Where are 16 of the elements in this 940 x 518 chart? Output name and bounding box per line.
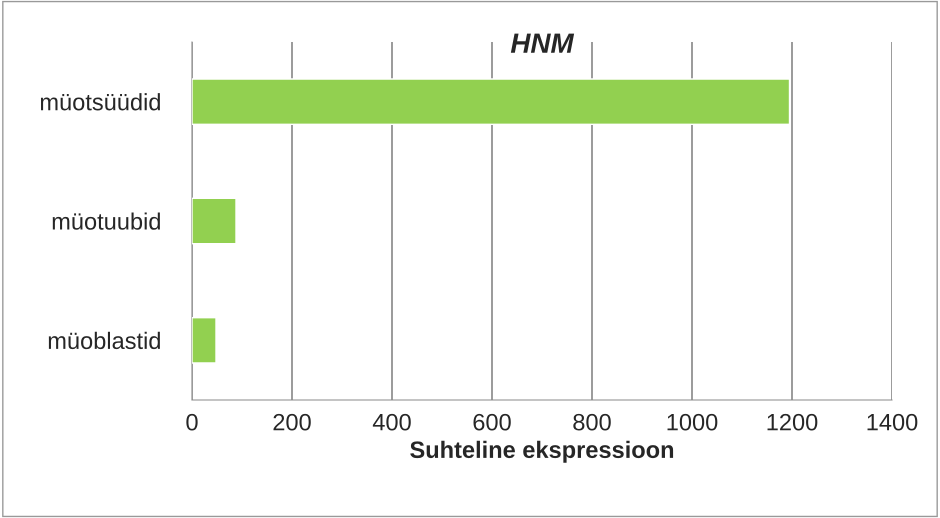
x-tick-label: 400 bbox=[372, 414, 411, 431]
bar bbox=[192, 316, 217, 364]
y-tick-label: müoblastid bbox=[48, 332, 160, 350]
bar bbox=[192, 198, 237, 244]
x-tick-label: 800 bbox=[573, 414, 611, 431]
x-tick-label: 600 bbox=[474, 414, 511, 431]
x-tick-label: 1200 bbox=[768, 414, 818, 431]
x-axis-title: Suhteline ekspressioon bbox=[410, 440, 674, 463]
x-tick-label: 200 bbox=[273, 414, 311, 431]
x-tick-label: 1400 bbox=[868, 414, 918, 431]
bar bbox=[192, 78, 790, 126]
x-tick-label: 0 bbox=[186, 414, 198, 431]
x-tick-label: 1000 bbox=[668, 414, 718, 431]
y-tick-label: müotuubid bbox=[52, 212, 160, 230]
chart-title: HNM bbox=[510, 34, 574, 53]
y-tick-label: müotsüüdid bbox=[40, 93, 160, 110]
